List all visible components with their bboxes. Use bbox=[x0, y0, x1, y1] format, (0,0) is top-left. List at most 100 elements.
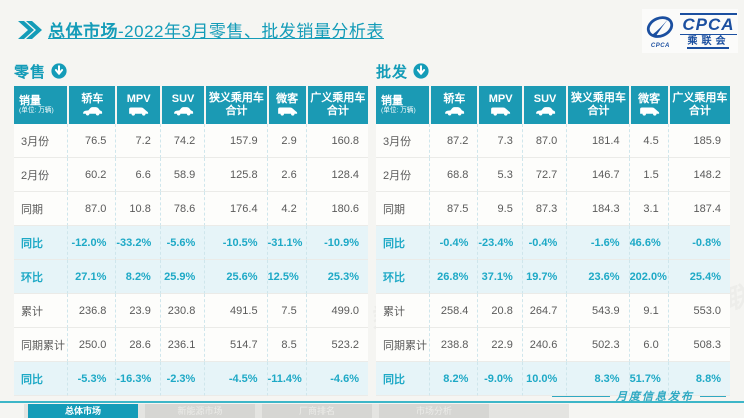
cell-value: 26.8% bbox=[429, 260, 478, 294]
retail-header-row: 销量 (单位: 万辆) 轿车 MPV SUV 狭义乘用车合计 微客 广义乘用车合计 bbox=[14, 86, 368, 124]
cell-value: 87.2 bbox=[429, 124, 478, 158]
table-row: 累计 236.8 23.9 230.8 491.5 7.5 499.0 bbox=[14, 294, 368, 328]
cell-value: 8.8% bbox=[667, 362, 730, 396]
column-header: 广义乘用车合计 bbox=[667, 86, 730, 124]
cell-value: 7.3 bbox=[477, 124, 522, 158]
cell-value: 6.6 bbox=[115, 158, 160, 192]
cell-value: -0.8% bbox=[667, 226, 730, 260]
row-label: 同比 bbox=[376, 362, 430, 396]
column-header: 广义乘用车合计 bbox=[305, 86, 368, 124]
minibus-icon bbox=[270, 106, 305, 117]
cell-value: 499.0 bbox=[305, 294, 368, 328]
cell-value: -10.5% bbox=[204, 226, 267, 260]
unit-label: (单位: 万辆) bbox=[381, 107, 416, 115]
cell-value: 523.2 bbox=[305, 328, 368, 362]
cpca-emblem-icon: CPCA bbox=[643, 14, 677, 49]
wholesale-panel: 批发 销量 (单位: 万辆) 轿车 MPV SUV 狭义乘用车合计 微客 广义乘用车合计 bbox=[376, 60, 730, 396]
cell-value: 58.9 bbox=[159, 158, 205, 192]
cell-value: 9.1 bbox=[628, 294, 668, 328]
cell-value: 25.3% bbox=[305, 260, 368, 294]
circle-down-arrow-icon bbox=[51, 63, 67, 79]
cell-value: 4.2 bbox=[266, 192, 306, 226]
cell-value: 68.8 bbox=[429, 158, 478, 192]
column-header: 微客 bbox=[628, 86, 668, 124]
cell-value: 23.9 bbox=[115, 294, 160, 328]
footer-tab-0[interactable]: 总体市场 bbox=[28, 404, 138, 418]
cell-value: 250.0 bbox=[67, 328, 116, 362]
cell-value: 46.6% bbox=[628, 226, 668, 260]
release-note: 月度信息发布 bbox=[552, 388, 726, 404]
row-label: 同期累计 bbox=[14, 328, 68, 362]
cell-value: -4.6% bbox=[305, 362, 368, 396]
cell-value: 146.7 bbox=[566, 158, 629, 192]
column-label: MPV bbox=[126, 92, 151, 105]
cell-value: 87.0 bbox=[67, 192, 116, 226]
cell-value: 160.8 bbox=[305, 124, 368, 158]
sales-label: 销量 bbox=[381, 94, 403, 107]
header: 总体市场-2022年3月零售、批发销量分析表 bbox=[18, 17, 384, 42]
table-row: 2月份 68.8 5.3 72.7 146.7 1.5 148.2 bbox=[376, 158, 730, 192]
cell-value: -31.1% bbox=[266, 226, 306, 260]
cell-value: -11.4% bbox=[266, 362, 306, 396]
column-header: 轿车 bbox=[429, 86, 478, 124]
footer-tabs: 总体市场 新能源市场 厂商排名 市场分析 bbox=[28, 404, 489, 418]
cell-value: 28.6 bbox=[115, 328, 160, 362]
row-label: 同比 bbox=[14, 226, 68, 260]
release-dash-right bbox=[700, 395, 726, 397]
footer-tab-1[interactable]: 新能源市场 bbox=[145, 404, 255, 418]
logo-wordmark: CPCA 乘联会 bbox=[680, 13, 737, 49]
retail-label: 零售 bbox=[14, 63, 47, 81]
sales-unit-header: 销量 (单位: 万辆) bbox=[376, 86, 430, 124]
table-row: 同期累计 250.0 28.6 236.1 514.7 8.5 523.2 bbox=[14, 328, 368, 362]
cell-value: 23.6% bbox=[566, 260, 629, 294]
row-label: 同期 bbox=[376, 192, 430, 226]
cell-value: 4.5 bbox=[628, 124, 668, 158]
row-label: 同比 bbox=[376, 226, 430, 260]
column-header: 狭义乘用车合计 bbox=[204, 86, 267, 124]
cell-value: 25.4% bbox=[667, 260, 730, 294]
cell-value: -23.4% bbox=[477, 226, 522, 260]
column-label: 轿车 bbox=[81, 92, 104, 105]
cell-value: 25.6% bbox=[204, 260, 267, 294]
minibus-icon bbox=[632, 106, 667, 117]
table-row: 同比 -12.0% -33.2% -5.6% -10.5% -31.1% -10.9% bbox=[14, 226, 368, 260]
suv-icon bbox=[525, 106, 565, 117]
cell-value: 2.6 bbox=[266, 158, 306, 192]
cell-value: 51.7% bbox=[628, 362, 668, 396]
cell-value: 19.7% bbox=[521, 260, 567, 294]
cell-value: 8.5 bbox=[266, 328, 306, 362]
footer-tab-2[interactable]: 厂商排名 bbox=[262, 404, 372, 418]
column-header: MPV bbox=[477, 86, 522, 124]
cell-value: 10.8 bbox=[115, 192, 160, 226]
cell-value: 185.9 bbox=[667, 124, 730, 158]
cell-value: 7.5 bbox=[266, 294, 306, 328]
double-chevron-icon bbox=[18, 20, 42, 40]
cell-value: 8.2% bbox=[115, 260, 160, 294]
cell-value: 6.0 bbox=[628, 328, 668, 362]
table-row: 环比 26.8% 37.1% 19.7% 23.6% 202.0% 25.4% bbox=[376, 260, 730, 294]
cell-value: 553.0 bbox=[667, 294, 730, 328]
page-title-rest: -2022年3月零售、批发销量分析表 bbox=[118, 22, 384, 41]
cell-value: 1.5 bbox=[628, 158, 668, 192]
column-header: SUV bbox=[159, 86, 205, 124]
table-row: 同比 8.2% -9.0% 10.0% 8.3% 51.7% 8.8% bbox=[376, 362, 730, 396]
cell-value: 20.8 bbox=[477, 294, 522, 328]
cell-value: 37.1% bbox=[477, 260, 522, 294]
cell-value: -5.6% bbox=[159, 226, 205, 260]
row-label: 环比 bbox=[14, 260, 68, 294]
wholesale-header-row: 销量 (单位: 万辆) 轿车 MPV SUV 狭义乘用车合计 微客 广义乘用车合计 bbox=[376, 86, 730, 124]
cell-value: -0.4% bbox=[521, 226, 567, 260]
cell-value: 238.8 bbox=[429, 328, 478, 362]
cell-value: 157.9 bbox=[204, 124, 267, 158]
release-dash-left bbox=[552, 395, 610, 397]
cell-value: 5.3 bbox=[477, 158, 522, 192]
footer-tab-3[interactable]: 市场分析 bbox=[379, 404, 489, 418]
cell-value: 543.9 bbox=[566, 294, 629, 328]
release-note-text: 月度信息发布 bbox=[616, 391, 694, 403]
cell-value: 87.0 bbox=[521, 124, 567, 158]
cell-value: 128.4 bbox=[305, 158, 368, 192]
cell-value: 230.8 bbox=[159, 294, 205, 328]
cell-value: 25.9% bbox=[159, 260, 205, 294]
row-label: 累计 bbox=[14, 294, 68, 328]
cell-value: 72.7 bbox=[521, 158, 567, 192]
